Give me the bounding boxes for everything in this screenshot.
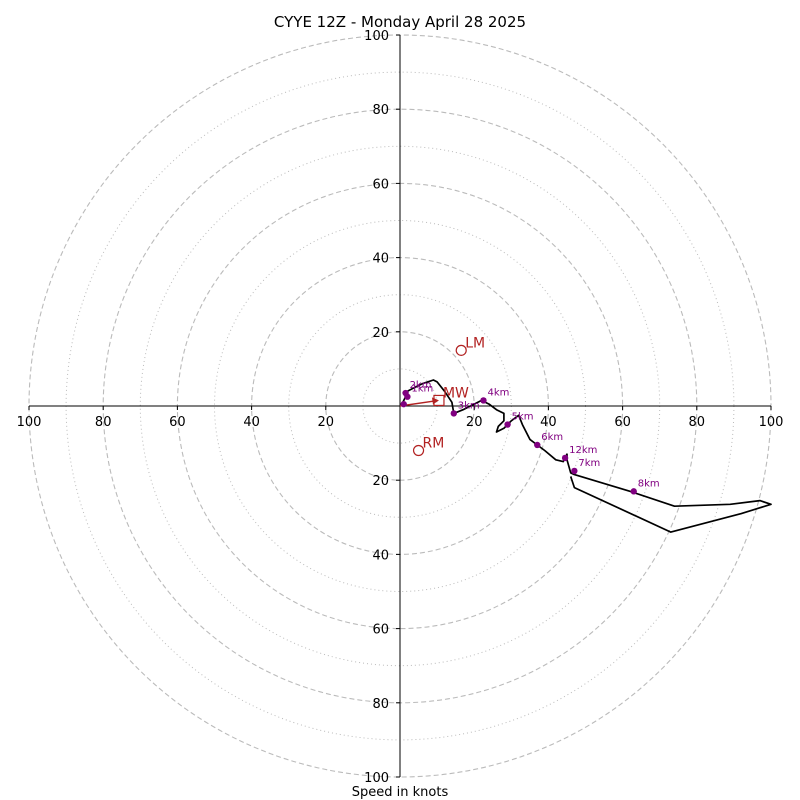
height-marker-label: 5km bbox=[512, 412, 534, 423]
y-tick-label: 20 bbox=[372, 474, 389, 489]
x-tick-label: 60 bbox=[169, 415, 186, 430]
height-marker-dot bbox=[402, 389, 409, 397]
y-tick-label: 40 bbox=[372, 548, 389, 563]
tick-labels: 100 80 60 40 20 20 40 60 80 100 100 80 60 40 20 20 40 60 8… bbox=[17, 29, 784, 786]
height-marker-label: 6km bbox=[541, 432, 563, 443]
y-tick-label: 20 bbox=[372, 326, 389, 341]
storm-motion-marker-rm bbox=[412, 444, 425, 457]
height-marker-dot bbox=[400, 400, 407, 408]
height-marker-dot bbox=[504, 421, 511, 428]
x-tick-label: 40 bbox=[540, 415, 557, 430]
storm-motion-label: MW bbox=[443, 385, 469, 401]
height-marker-dot bbox=[630, 488, 637, 495]
hodograph-trace bbox=[401, 379, 772, 533]
storm-motion-label: LM bbox=[465, 335, 485, 351]
x-axis-label: Speed in knots bbox=[352, 785, 449, 800]
x-tick-label: 40 bbox=[243, 415, 260, 430]
storm-motion-label: RM bbox=[423, 436, 445, 452]
height-marker-label: 2km bbox=[410, 380, 432, 391]
y-tick-label: 100 bbox=[364, 771, 389, 786]
x-tick-label: 20 bbox=[466, 415, 483, 430]
x-tick-label: 80 bbox=[95, 415, 112, 430]
x-tick-label: 100 bbox=[17, 415, 42, 430]
height-marker-label: 7km bbox=[578, 458, 600, 469]
y-tick-label: 80 bbox=[372, 103, 389, 118]
y-tick-label: 60 bbox=[372, 177, 389, 192]
height-marker-label: 12km bbox=[569, 445, 597, 456]
x-tick-label: 60 bbox=[614, 415, 631, 430]
y-tick-label: 60 bbox=[372, 623, 389, 638]
storm-motion-marker-lm bbox=[455, 344, 467, 356]
mean-wind-marker bbox=[433, 394, 445, 407]
height-marker-dot bbox=[480, 397, 487, 404]
height-marker-label: 8km bbox=[638, 478, 660, 489]
chart-title: CYYE 12Z - Monday April 28 2025 bbox=[274, 13, 526, 31]
height-marker-label: 1km bbox=[411, 384, 433, 395]
height-marker-dot bbox=[561, 454, 569, 462]
hodograph-line bbox=[401, 379, 772, 533]
x-tick-label: 80 bbox=[689, 415, 706, 430]
storm-motion-markers: LM RM MW bbox=[412, 335, 485, 457]
height-marker-dot bbox=[450, 410, 457, 417]
height-marker-dot bbox=[534, 441, 541, 449]
height-marker-label: 3km bbox=[458, 400, 480, 411]
mean-wind-arrow-head bbox=[431, 397, 439, 405]
height-marker-label: 4km bbox=[487, 387, 509, 398]
x-tick-label: 20 bbox=[318, 415, 335, 430]
y-tick-label: 40 bbox=[372, 252, 389, 267]
y-tick-label: 100 bbox=[364, 29, 389, 44]
height-marker-dot bbox=[571, 467, 578, 475]
x-tick-label: 100 bbox=[759, 415, 784, 430]
y-tick-label: 80 bbox=[372, 697, 389, 712]
